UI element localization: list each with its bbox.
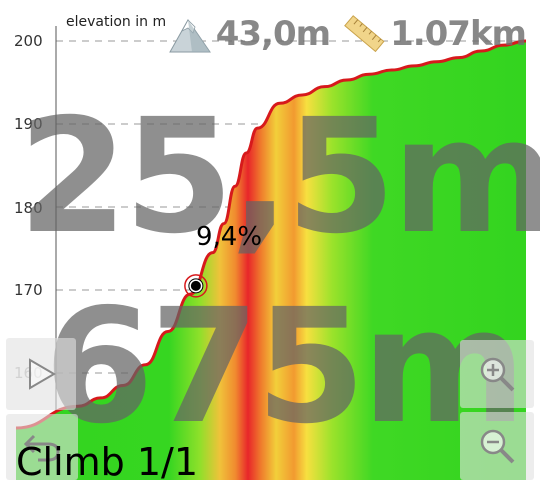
distance-value: 1.07km [390,14,527,54]
position-marker [184,274,208,298]
y-tick-label: 180 [14,199,43,217]
grade-label: 9,4% [196,222,263,252]
zoom-in-icon [477,354,517,394]
y-tick-label: 170 [14,281,43,299]
y-axis-label: elevation in m [66,14,167,30]
zoom-out-icon [477,426,517,466]
zoom-out-button[interactable] [460,412,534,480]
y-tick-label: 200 [14,32,43,50]
back-button[interactable] [6,414,78,480]
elevation-area [16,41,526,480]
mountain-icon [168,14,212,54]
play-button[interactable] [6,338,76,410]
ruler-icon [342,14,386,54]
climb-stats: 43,0m 1.07km [168,14,527,54]
big-elevation-readout: 25,5m [18,85,540,269]
elevation-gain-value: 43,0m [215,14,331,54]
climb-counter: Climb 1/1 [16,440,199,484]
y-tick-label: 190 [14,115,43,133]
zoom-in-button[interactable] [460,340,534,408]
back-arrow-icon [22,430,62,464]
big-distance-readout: 675m [44,275,526,459]
play-icon [24,357,58,391]
elevation-profile-line [15,39,527,430]
